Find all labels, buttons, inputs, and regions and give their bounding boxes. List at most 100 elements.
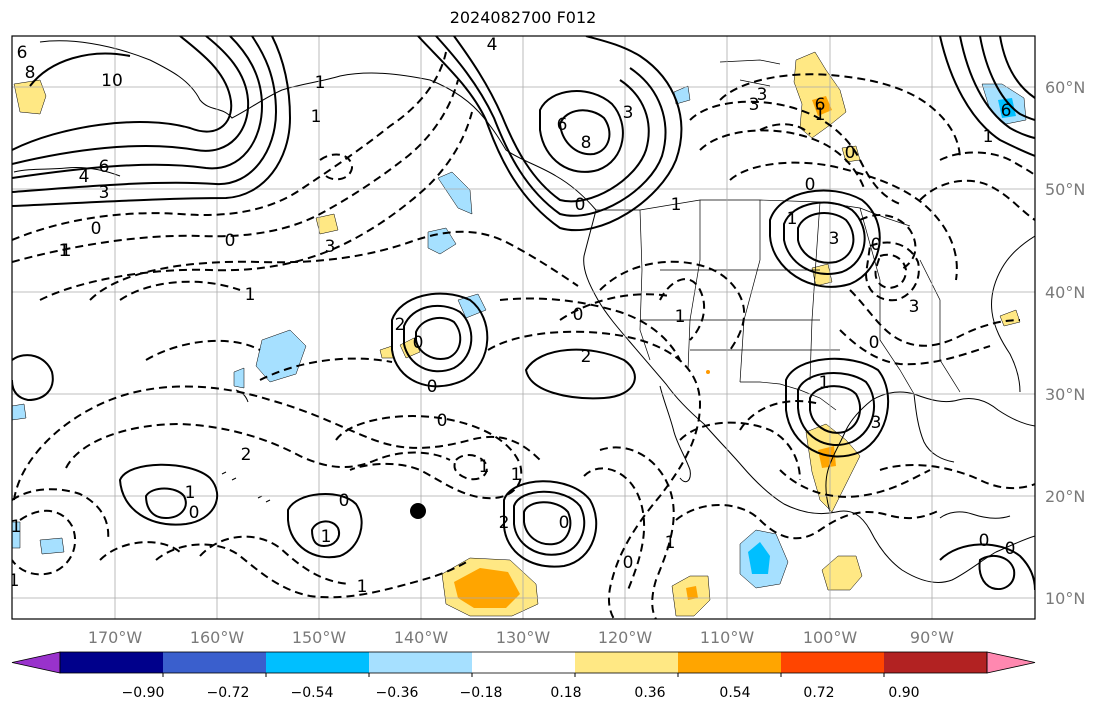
colorbar-extend-high: [986, 651, 1036, 674]
contour-label: 3: [749, 95, 760, 115]
lat-tick: 20°N: [1045, 487, 1085, 506]
solid-contours: [12, 36, 1035, 591]
lon-tick: 170°W: [88, 628, 143, 647]
contour-label: 1: [185, 483, 196, 503]
contour-label: 1: [357, 577, 368, 597]
shade-negative-core: [998, 98, 1016, 118]
contour-label: 3: [99, 183, 110, 203]
contour-label: 4: [487, 35, 498, 55]
contour-label: 3: [909, 297, 920, 317]
dashed-contours: [12, 51, 1035, 619]
gridlines: [12, 36, 1035, 619]
shade-positive: [999, 309, 1021, 327]
contour-label: 1: [983, 127, 994, 147]
colorbar-segment: [266, 652, 370, 673]
colorbar-extend-low: [11, 651, 61, 674]
contour-label: 1: [245, 285, 256, 305]
contour-label: 6: [1001, 101, 1012, 121]
colorbar-tick: 0.36: [634, 685, 665, 701]
lon-tick: 150°W: [292, 628, 347, 647]
contour-label: 6: [99, 157, 110, 177]
colorbar-segment: [781, 652, 885, 673]
contour-label: 6: [815, 95, 826, 115]
shade-negative: [39, 537, 65, 555]
colorbar-segment: [678, 652, 782, 673]
contour-label: 3: [623, 103, 634, 123]
location-dot: [410, 503, 426, 519]
colorbar-tick: 0.18: [550, 685, 581, 701]
colorbar-segment: [884, 652, 988, 673]
colorbar-segment: [472, 652, 576, 673]
coastlines: [13, 40, 1035, 583]
colorbar-segment: [575, 652, 679, 673]
lon-axis: 170°W 160°W 150°W 140°W 130°W 120°W 110°…: [88, 628, 954, 647]
contour-label: 1: [819, 373, 830, 393]
contour-label: 0: [91, 219, 102, 239]
contour-label: 2: [581, 347, 592, 367]
contour-label: 1: [665, 533, 676, 553]
lon-tick: 100°W: [803, 628, 858, 647]
colorbar-tick: 0.72: [803, 685, 834, 701]
lon-tick: 160°W: [190, 628, 245, 647]
lat-tick: 50°N: [1045, 180, 1085, 199]
shade-negative: [457, 293, 487, 319]
city-dot: [706, 370, 710, 374]
contour-label: 1: [511, 465, 522, 485]
contour-label: 1: [59, 241, 70, 261]
contour-label: 0: [427, 377, 438, 397]
shade-negative: [437, 171, 473, 215]
contour-label: 8: [581, 133, 592, 153]
contour-label: 3: [829, 229, 840, 249]
colorbar-tick: −0.72: [207, 685, 250, 701]
lat-tick: 10°N: [1045, 589, 1085, 608]
contour-label: 0: [871, 235, 882, 255]
colorbar: [11, 651, 1036, 677]
contour-label: 0: [575, 195, 586, 215]
contour-label: 8: [25, 63, 36, 83]
contour-label: 3: [871, 413, 882, 433]
contour-label: 1: [675, 307, 686, 327]
colorbar-frame: [59, 651, 988, 674]
contour-label: 0: [573, 305, 584, 325]
shade-positive-core: [812, 96, 832, 116]
contour-label: 0: [413, 333, 424, 353]
colorbar-tick: −0.18: [460, 685, 503, 701]
shade-positive-core: [686, 586, 698, 600]
shade-positive-core: [818, 446, 836, 468]
contour-label: 1: [311, 107, 322, 127]
colorbar-segment: [60, 652, 164, 673]
colorbar-tick: 0.90: [888, 685, 919, 701]
contour-label: 1: [815, 105, 826, 125]
contour-label: 1: [321, 527, 332, 547]
contour-label: 4: [79, 167, 90, 187]
lon-tick: 130°W: [496, 628, 551, 647]
contour-label: 0: [225, 231, 236, 251]
map-title: 2024082700 F012: [449, 8, 597, 27]
colorbar-segment: [163, 652, 267, 673]
shade-negative: [233, 367, 245, 389]
colorbar-tick: −0.54: [291, 685, 334, 701]
contour-label: 0: [339, 491, 350, 511]
contour-label: 0: [437, 411, 448, 431]
lon-tick: 120°W: [598, 628, 653, 647]
shade-negative: [12, 521, 21, 549]
contour-label: 3: [325, 237, 336, 257]
contour-label: 0: [623, 553, 634, 573]
contour-label: 2: [395, 315, 406, 335]
contour-label: 1: [671, 195, 682, 215]
colorbar-tick: −0.90: [122, 685, 165, 701]
contour-label: 0: [189, 503, 200, 523]
contour-label: 1: [61, 241, 72, 261]
shade-negative-core: [748, 542, 770, 574]
contour-label: 0: [979, 531, 990, 551]
contour-label: 0: [805, 175, 816, 195]
shade-negative: [12, 403, 27, 421]
contour-label: 1: [315, 73, 326, 93]
contour-label: 2: [241, 445, 252, 465]
colorbar-tick: −0.36: [376, 685, 419, 701]
contour-label: 2: [499, 513, 510, 533]
lon-tick: 110°W: [700, 628, 755, 647]
